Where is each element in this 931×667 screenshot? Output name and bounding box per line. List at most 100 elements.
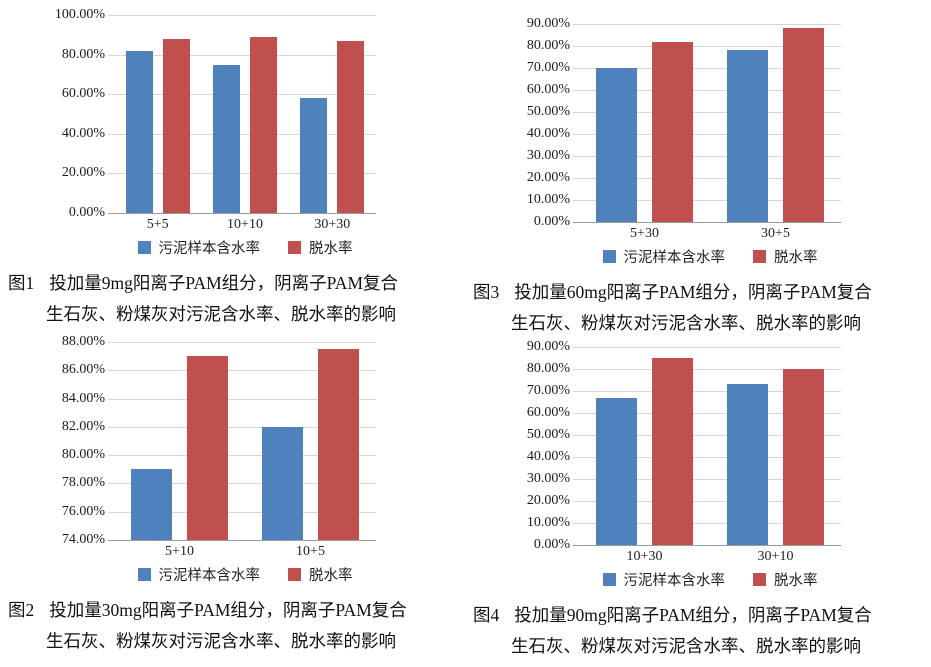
figure-number-label: 图3: [473, 282, 500, 302]
legend-swatch-moisture: [137, 241, 151, 254]
gridline: [108, 540, 376, 541]
x-axis-category: 10+30: [626, 549, 663, 564]
legend-label-moisture: 污泥样本含水率: [623, 573, 726, 589]
gridline: [573, 479, 841, 480]
y-axis-tick-label: 30.00%: [526, 471, 570, 486]
chart-legend: 污泥样本含水率 脱水率: [572, 246, 848, 267]
y-axis-tick-label: 80.00%: [526, 361, 570, 376]
chart-legend: 污泥样本含水率 脱水率: [572, 569, 848, 590]
figure-number-label: 图1: [8, 273, 35, 293]
x-axis-labels: 5+30 30+5: [579, 222, 841, 243]
bar-moisture-10+5: [262, 426, 303, 540]
legend-swatch-dewatering: [288, 241, 301, 254]
plot-area: 100.00% 80.00% 60.00% 40.00% 20.00% 0.00%: [55, 8, 376, 220]
y-axis-tick-label: 100.00%: [54, 7, 105, 22]
caption-text: 投加量9mg阳离子PAM组分，阴离子PAM复合: [49, 273, 399, 293]
bar-moisture-10+10: [213, 64, 240, 213]
y-axis-tick-label: 10.00%: [526, 515, 570, 530]
y-axis-tick-label: 70.00%: [526, 60, 570, 75]
caption-line-2: 生石灰、粉煤灰对污泥含水率、脱水率的影响: [511, 636, 861, 656]
x-axis-category: 30+10: [757, 549, 794, 564]
caption-line-1: 图4 投加量90mg阳离子PAM组分，阴离子PAM复合: [465, 600, 931, 631]
caption-line-2: 生石灰、粉煤灰对污泥含水率、脱水率的影响: [46, 304, 396, 324]
legend-label-dewatering: 脱水率: [774, 573, 818, 589]
y-axis-tick-label: 40.00%: [526, 449, 570, 464]
bar-moisture-5+10: [131, 469, 172, 540]
y-axis-tick-label: 74.00%: [61, 532, 105, 547]
gridline: [573, 68, 841, 69]
y-axis-tick-label: 20.00%: [61, 165, 105, 181]
gridline: [108, 370, 376, 372]
x-axis-category: 10+5: [296, 544, 325, 559]
gridline: [573, 112, 841, 113]
bar-moisture-30+10: [727, 384, 768, 545]
x-axis-category: 5+30: [630, 226, 659, 241]
gridline: [108, 455, 376, 457]
caption-text: 投加量30mg阳离子PAM组分，阴离子PAM复合: [49, 600, 407, 620]
gridline: [573, 178, 841, 179]
gridline: [573, 545, 841, 546]
legend-label-moisture: 污泥样本含水率: [623, 250, 726, 266]
y-axis-tick-label: 0.00%: [533, 214, 570, 229]
y-axis-tick-label: 82.00%: [61, 418, 105, 434]
gridline: [108, 133, 376, 135]
gridline: [573, 523, 841, 524]
legend-swatch-dewatering: [753, 250, 766, 263]
bar-dewatering-30+30: [337, 40, 365, 213]
figure-number-label: 图4: [473, 605, 500, 625]
figure-1-cell: 100.00% 80.00% 60.00% 40.00% 20.00% 0.00% 5+5 1…: [0, 0, 465, 333]
gridline: [108, 15, 376, 16]
plot-area: 90.00% 80.00% 70.00% 60.00% 50.00% 40.00% 30.0…: [527, 17, 841, 229]
bar-dewatering-30+5: [783, 28, 824, 222]
gridline: [108, 398, 376, 400]
legend-item-moisture: 污泥样本含水率: [602, 569, 726, 590]
gridline: [108, 173, 376, 175]
figure-number-label: 图2: [8, 600, 35, 620]
legend-item-moisture: 污泥样本含水率: [137, 564, 260, 585]
gridline: [573, 200, 841, 201]
caption-figure-3: 图3 投加量60mg阳离子PAM组分，阴离子PAM复合 生石灰、粉煤灰对污泥含水率…: [465, 277, 931, 333]
chart-figure-2: 88.00% 86.00% 84.00% 82.00% 80.00% 78.00% 76.0…: [62, 335, 465, 585]
gridline: [573, 347, 841, 348]
figure-2-cell: 88.00% 86.00% 84.00% 82.00% 80.00% 78.00% 76.0…: [0, 333, 465, 667]
y-axis-tick-label: 90.00%: [526, 16, 570, 31]
gridline: [573, 156, 841, 157]
plot-area: 90.00% 80.00% 70.00% 60.00% 50.00% 40.00% 30.0…: [527, 340, 841, 552]
y-axis-tick-label: 40.00%: [61, 125, 105, 141]
legend-swatch-dewatering: [753, 573, 766, 586]
gridline: [108, 426, 376, 428]
y-axis-tick-label: 76.00%: [61, 503, 105, 519]
caption-line-2: 生石灰、粉煤灰对污泥含水率、脱水率的影响: [511, 313, 861, 333]
bar-moisture-5+5: [125, 50, 153, 213]
x-axis-category: 5+5: [146, 217, 169, 232]
y-axis-tick-label: 40.00%: [526, 126, 570, 141]
legend-swatch-moisture: [602, 573, 616, 586]
caption-figure-4: 图4 投加量90mg阳离子PAM组分，阴离子PAM复合 生石灰、粉煤灰对污泥含水率…: [465, 600, 931, 662]
legend-label-dewatering: 脱水率: [309, 568, 353, 584]
y-axis-tick-label: 78.00%: [61, 475, 105, 491]
legend-item-dewatering: 脱水率: [753, 569, 818, 590]
y-axis-tick-label: 20.00%: [526, 170, 570, 185]
y-axis-tick-label: 80.00%: [61, 447, 105, 463]
y-axis-tick-label: 50.00%: [526, 104, 570, 119]
bar-dewatering-10+5: [318, 349, 359, 540]
figure-4-cell: 90.00% 80.00% 70.00% 60.00% 50.00% 40.00% 30.0…: [465, 333, 931, 667]
y-axis-tick-label: 30.00%: [526, 148, 570, 163]
bar-moisture-10+30: [596, 397, 637, 545]
caption-line-2: 生石灰、粉煤灰对污泥含水率、脱水率的影响: [46, 631, 396, 651]
figure-3-cell: 90.00% 80.00% 70.00% 60.00% 50.00% 40.00% 30.0…: [465, 0, 931, 334]
legend-item-dewatering: 脱水率: [753, 246, 818, 267]
caption-line-1: 图1 投加量9mg阳离子PAM组分，阴离子PAM复合: [0, 268, 465, 299]
caption-text: 投加量60mg阳离子PAM组分，阴离子PAM复合: [514, 282, 872, 302]
y-axis-tick-label: 10.00%: [526, 192, 570, 207]
gridline: [573, 501, 841, 502]
y-axis-tick-label: 0.00%: [533, 537, 570, 552]
gridline: [108, 342, 376, 343]
gridline: [573, 457, 841, 458]
bar-dewatering-10+10: [250, 36, 277, 213]
gridline: [573, 369, 841, 370]
legend-item-dewatering: 脱水率: [288, 564, 353, 585]
x-axis-labels: 5+5 10+10 30+30: [114, 213, 376, 234]
bar-moisture-30+5: [727, 50, 768, 222]
